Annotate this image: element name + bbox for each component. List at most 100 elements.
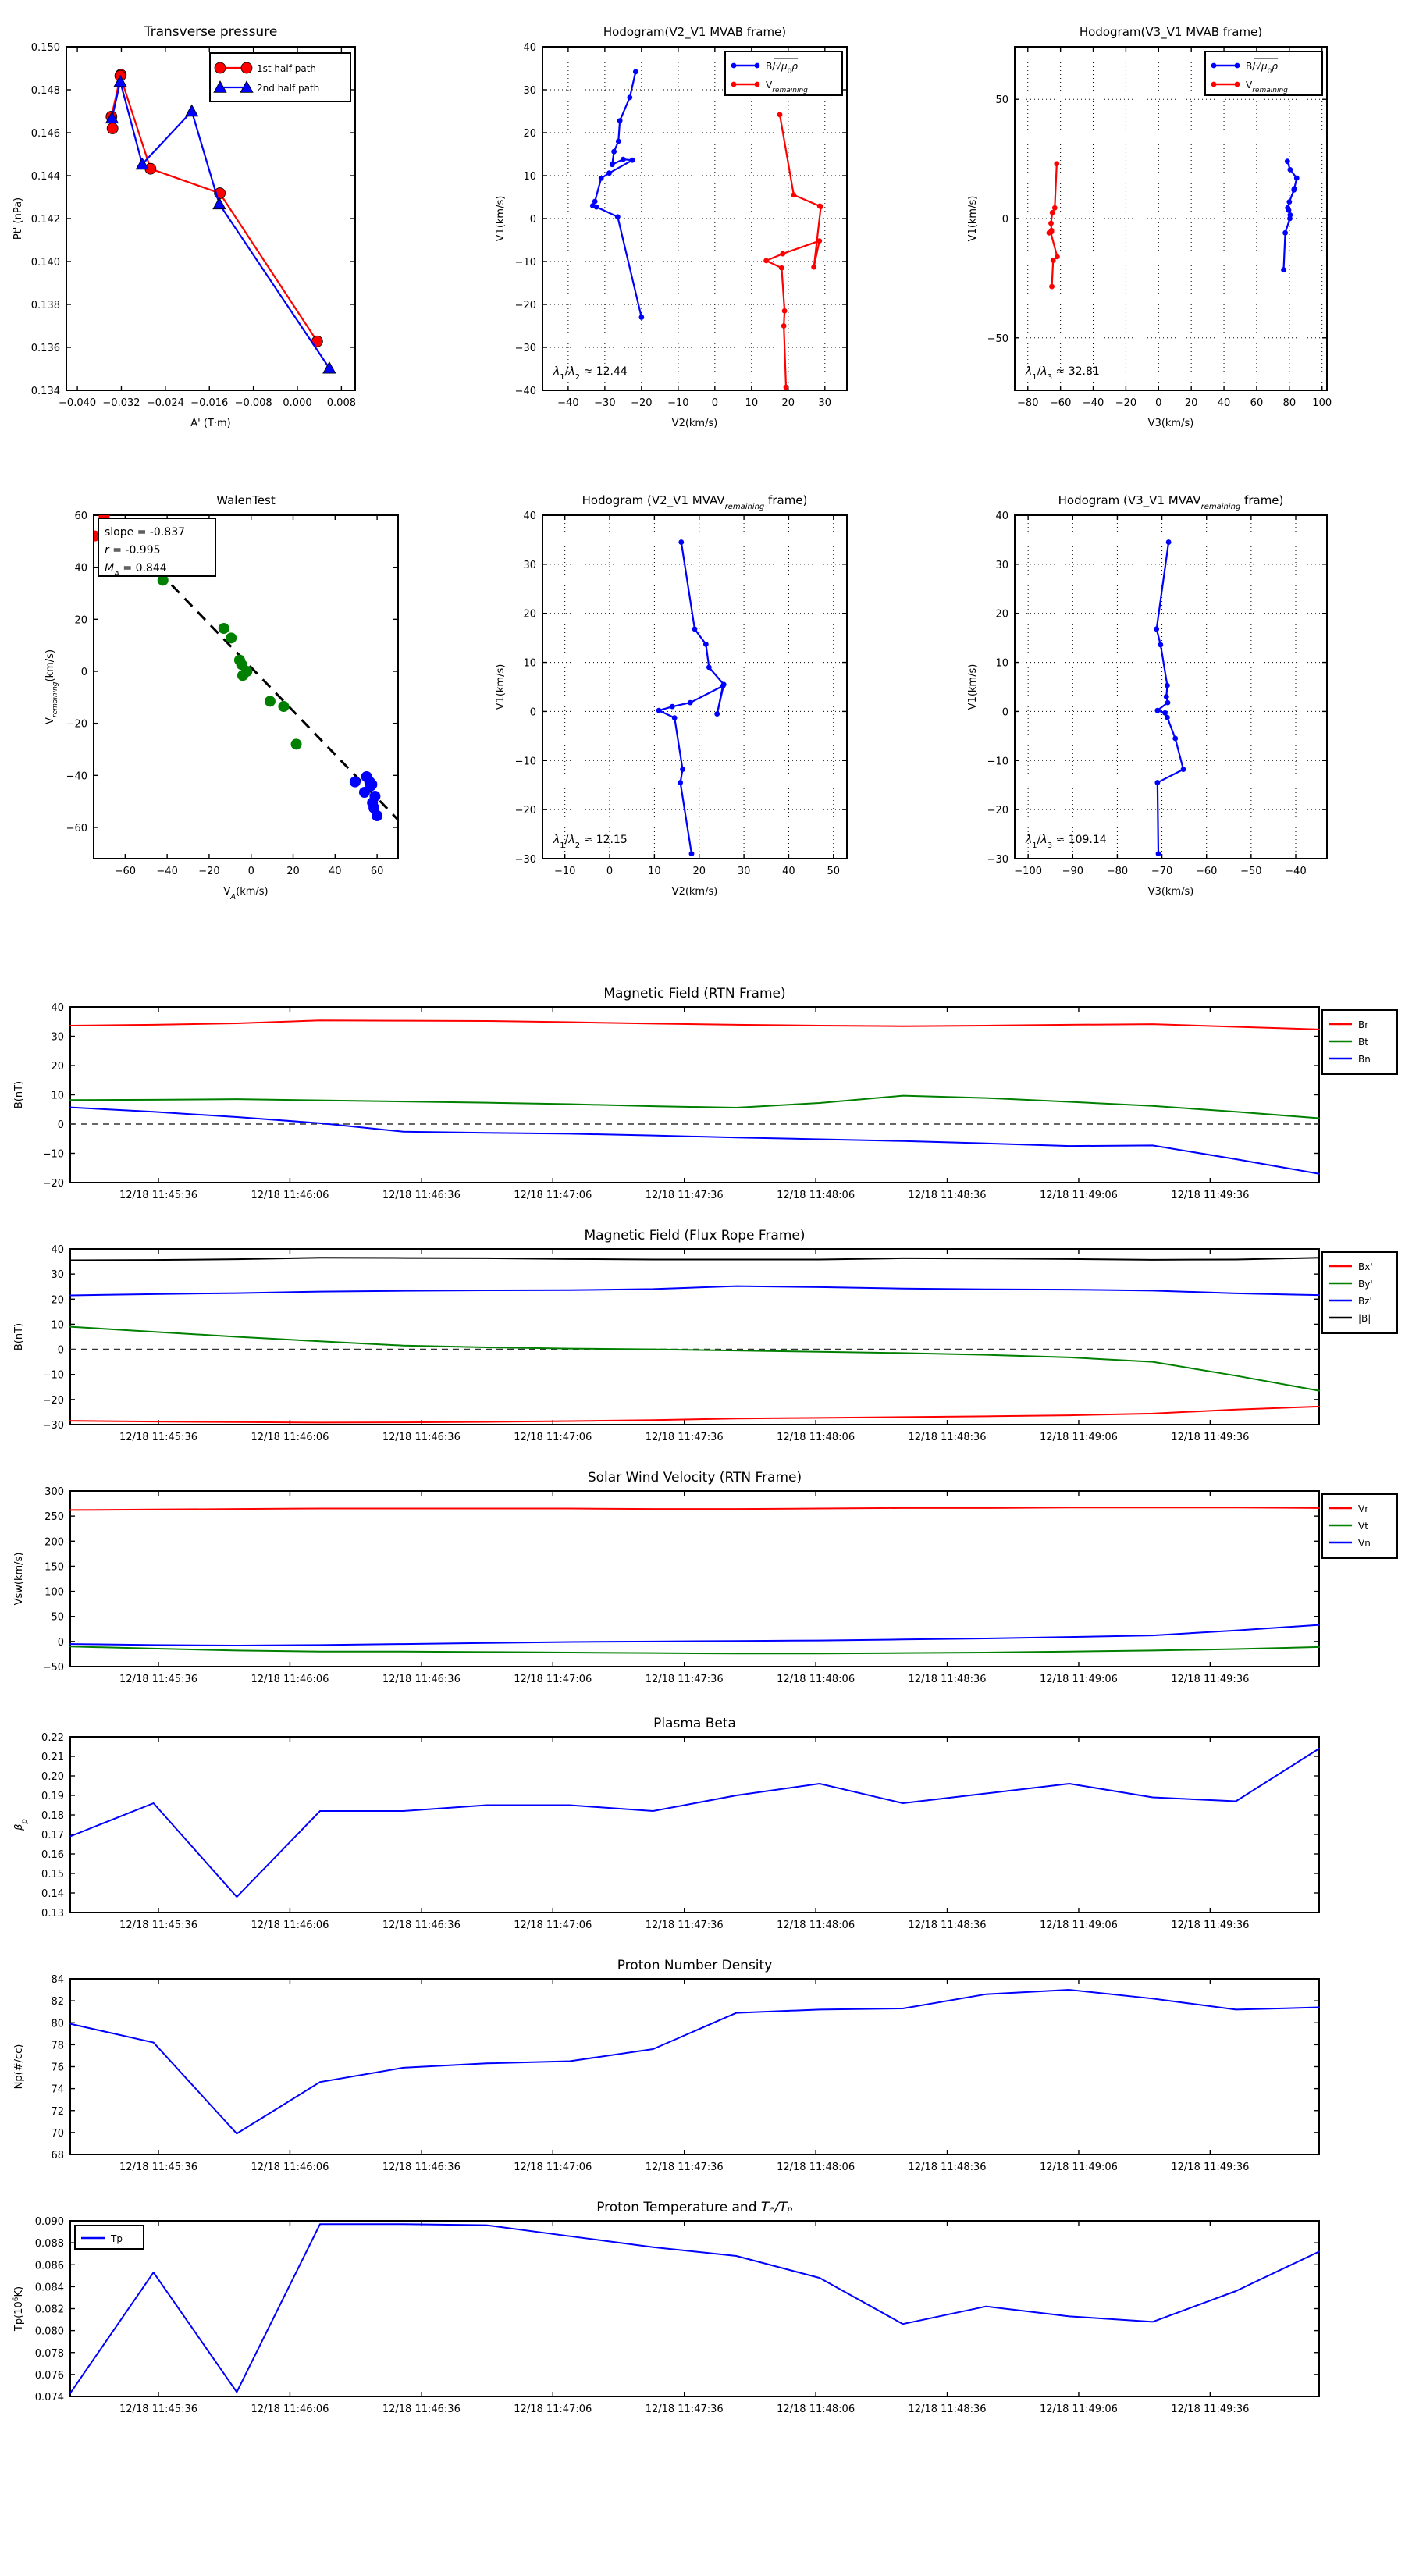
plasma-beta-yticklabel: 0.15 (41, 1869, 64, 1880)
hodogram-v3v1-mvab-xticklabel: 0 (1155, 397, 1161, 409)
data-point (106, 123, 119, 134)
panel-magnetic-field-rtn: Magnetic Field (RTN Frame) −20 −10 0 10 20 30 4… (13, 986, 1398, 1201)
solar-wind-velocity-rtn-xticklabel: 12/18 11:47:06 (514, 1674, 592, 1685)
legend-label: Tp (110, 2233, 123, 2244)
plasma-beta-xticklabel: 12/18 11:46:36 (382, 1920, 461, 1931)
proton-number-density-xticklabel: 12/18 11:49:06 (1040, 2161, 1118, 2173)
regression-fit-line (102, 515, 398, 821)
x-axis-label: VA(km/s) (223, 886, 268, 902)
y-axis-label: Vremaining(km/s) (44, 649, 59, 724)
data-point-green-points (226, 632, 237, 644)
data-point (592, 198, 598, 205)
legend-marker (214, 62, 226, 74)
data-point (678, 539, 685, 545)
proton-temperature-plot-frame (69, 2220, 1320, 2397)
walen-yticklabel: 40 (74, 563, 87, 575)
tp-xticklabel: −0.016 (190, 397, 228, 409)
hodogram-v3v1-mvav-yticklabel: −30 (987, 854, 1008, 866)
series-Np (69, 1989, 1320, 2135)
hodogram-v2v1-mvab-yticklabel: 30 (523, 85, 536, 97)
data-point (1286, 207, 1292, 213)
data-point (791, 192, 797, 198)
hodogram-v2v1-mvab-xticklabel: 20 (782, 397, 795, 409)
proton-number-density-xticklabel: 12/18 11:48:06 (777, 2161, 855, 2173)
walen-plot-frame (93, 514, 399, 859)
data-point-green-points (264, 696, 276, 707)
hodogram-v2v1-mvab-xticklabel: −20 (631, 397, 652, 409)
solar-wind-velocity-rtn-xticklabel: 12/18 11:48:06 (777, 1674, 855, 1685)
data-point (1172, 735, 1179, 742)
data-point (1286, 199, 1293, 205)
data-point (778, 265, 784, 271)
hodogram-v3v1-mvab-yticklabel: 0 (1002, 214, 1008, 226)
data-point (1049, 283, 1055, 290)
magnetic-field-rtn-xticklabel: 12/18 11:48:06 (777, 1190, 855, 1201)
hodogram-v3v1-mvab-xticklabel: −20 (1115, 397, 1136, 409)
hodogram-v3v1-mvab-xticklabel: 20 (1185, 397, 1198, 409)
data-point (627, 94, 633, 101)
panel-title: WalenTest (216, 493, 276, 507)
hodogram-v3v1-mvab-xticklabel: 100 (1312, 397, 1332, 409)
data-point (781, 323, 787, 329)
series-Vr (69, 1507, 1320, 1511)
tp-yticklabel: 0.148 (31, 85, 60, 97)
magnetic-field-rtn-xticklabel: 12/18 11:47:36 (646, 1190, 724, 1201)
y-axis-label: B(nT) (13, 1323, 25, 1350)
panel-title: Magnetic Field (RTN Frame) (603, 986, 785, 1002)
solar-wind-velocity-rtn-xticklabel: 12/18 11:49:36 (1171, 1674, 1249, 1685)
proton-number-density-xticklabel: 12/18 11:47:36 (646, 2161, 724, 2173)
legend-label-alfven: B/√μ0ρ (1246, 61, 1278, 76)
walen-xticklabel: −60 (115, 866, 136, 877)
data-point (135, 157, 149, 170)
walen-yticklabel: −40 (66, 770, 87, 782)
panel-transverse-pressure: Transverse pressure −0.040 −0.032 −0.024 −0.… (12, 24, 356, 429)
hodogram-v2v1-mvab-xticklabel: −10 (667, 397, 688, 409)
hodogram-v2v1-mvav-xticklabel: 20 (692, 866, 706, 877)
hodogram-v2v1-mvav-xticklabel: 30 (738, 866, 751, 877)
series-Br (69, 1019, 1320, 1030)
hodogram-v2v1-mvab-yticklabel: 0 (530, 214, 536, 226)
data-point (1287, 166, 1293, 173)
legend-label: By' (1358, 1279, 1373, 1290)
solar-wind-velocity-rtn-xticklabel: 12/18 11:46:06 (251, 1674, 329, 1685)
panel-hodogram-v3v1-mvab: Hodogram(V3_V1 MVAB frame) −80 −60 −40 −20 0 2… (967, 25, 1332, 429)
hodogram-v3v1-mvab-xticklabel: −60 (1050, 397, 1071, 409)
lambda-ratio-annotation: λ1/λ3 ≈ 32.81 (1025, 365, 1100, 382)
panel-title: Proton Number Density (617, 1958, 773, 1973)
hodogram-v2v1-mvav-yticklabel: −20 (515, 805, 536, 817)
plasma-beta-yticklabel: 0.17 (41, 1830, 64, 1841)
tp-xticklabel: −0.008 (235, 397, 272, 409)
proton-temperature-yticklabel: 0.078 (35, 2348, 64, 2360)
solar-wind-velocity-rtn-yticklabel: 150 (44, 1561, 64, 1573)
magnetic-field-rtn-yticklabel: 20 (51, 1061, 64, 1073)
series-Bn (69, 1106, 1320, 1175)
data-point (606, 170, 612, 176)
legend-label: Vr (1358, 1503, 1368, 1514)
magnetic-field-flux-rope-xticklabel: 12/18 11:48:36 (909, 1432, 987, 1443)
panel-title: Hodogram (V3_V1 MVAVremaining frame) (1058, 493, 1284, 511)
data-point (680, 767, 685, 772)
proton-number-density-xticklabel: 12/18 11:49:36 (1171, 2161, 1249, 2173)
hodogram-v2v1-mvav-yticklabel: −30 (515, 854, 536, 866)
data-point-blue-points (369, 791, 381, 802)
legend-marker (754, 62, 760, 69)
hodogram-v2v1-mvav-yticklabel: 10 (523, 658, 536, 670)
hodogram-v2v1-mvav-yticklabel: 30 (523, 560, 536, 571)
y-axis-label: V1(km/s) (495, 664, 507, 710)
data-point (1291, 187, 1297, 193)
data-point (1048, 220, 1054, 226)
solar-wind-velocity-rtn-yticklabel: 300 (44, 1486, 64, 1498)
magnetic-field-rtn-yticklabel: 30 (51, 1032, 64, 1044)
data-point (720, 683, 726, 689)
data-point (1055, 254, 1060, 260)
proton-temperature-xticklabel: 12/18 11:48:06 (777, 2403, 855, 2415)
tp-yticklabel: 0.142 (31, 214, 60, 226)
plasma-beta-yticklabel: 0.22 (41, 1732, 64, 1744)
tp-yticklabel: 0.144 (31, 171, 60, 183)
data-point (638, 315, 645, 320)
data-point (688, 851, 695, 857)
data-point-green-points (218, 623, 229, 634)
hodogram-v2v1-mvav-xticklabel: 40 (782, 866, 795, 877)
magnetic-field-rtn-yticklabel: 40 (51, 1002, 64, 1014)
